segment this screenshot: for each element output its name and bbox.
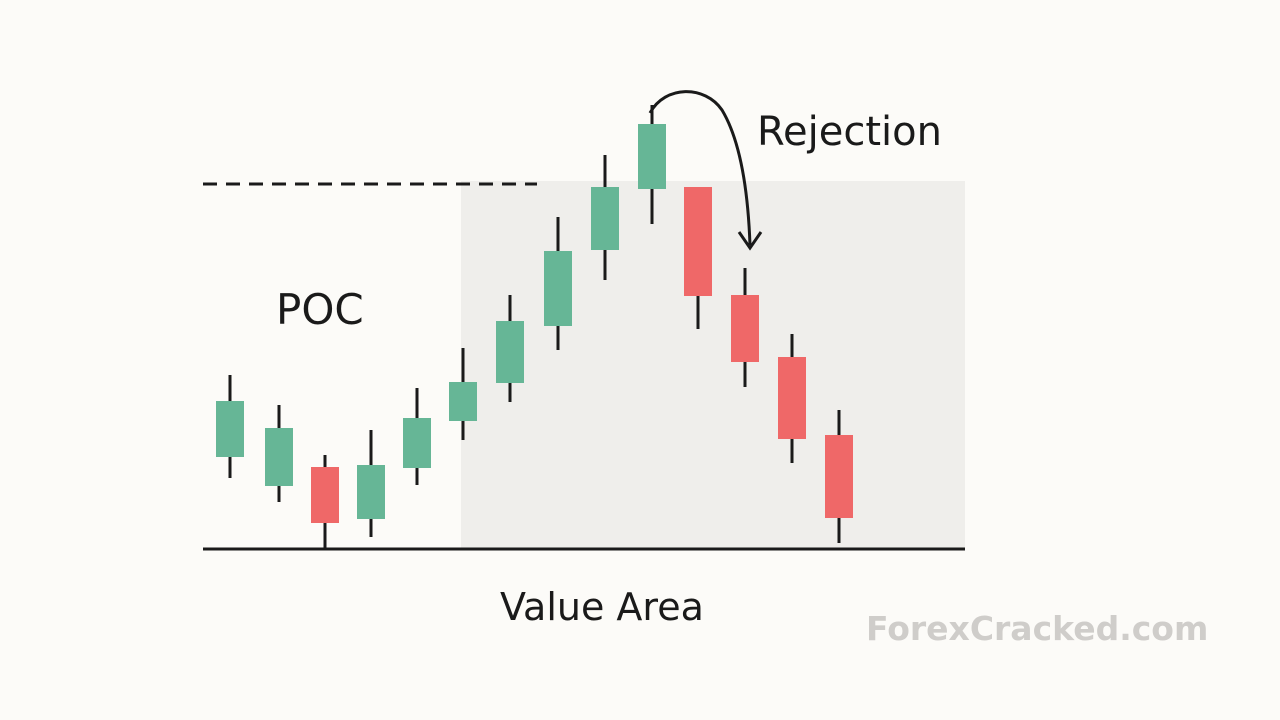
candle-body: [684, 187, 712, 296]
candle-body: [731, 295, 759, 362]
candle-body: [311, 467, 339, 523]
candle-body: [825, 435, 853, 518]
candle-body: [403, 418, 431, 468]
poc-label: POC: [276, 285, 364, 334]
arrow-head: [737, 231, 763, 251]
candles: [216, 105, 853, 548]
candle-body: [449, 382, 477, 421]
candle-body: [216, 401, 244, 457]
value-area-label: Value Area: [500, 585, 704, 629]
candle-body: [265, 428, 293, 486]
candle-body: [357, 465, 385, 519]
rejection-label: Rejection: [757, 109, 942, 155]
candle-body: [778, 357, 806, 439]
rejection-arrow: [648, 90, 752, 246]
value-area-zone: [461, 181, 965, 548]
candle-body: [496, 321, 524, 383]
watermark: ForexCracked.com: [866, 609, 1208, 648]
candle-body: [544, 251, 572, 326]
candle-body: [638, 124, 666, 189]
candle-body: [591, 187, 619, 250]
